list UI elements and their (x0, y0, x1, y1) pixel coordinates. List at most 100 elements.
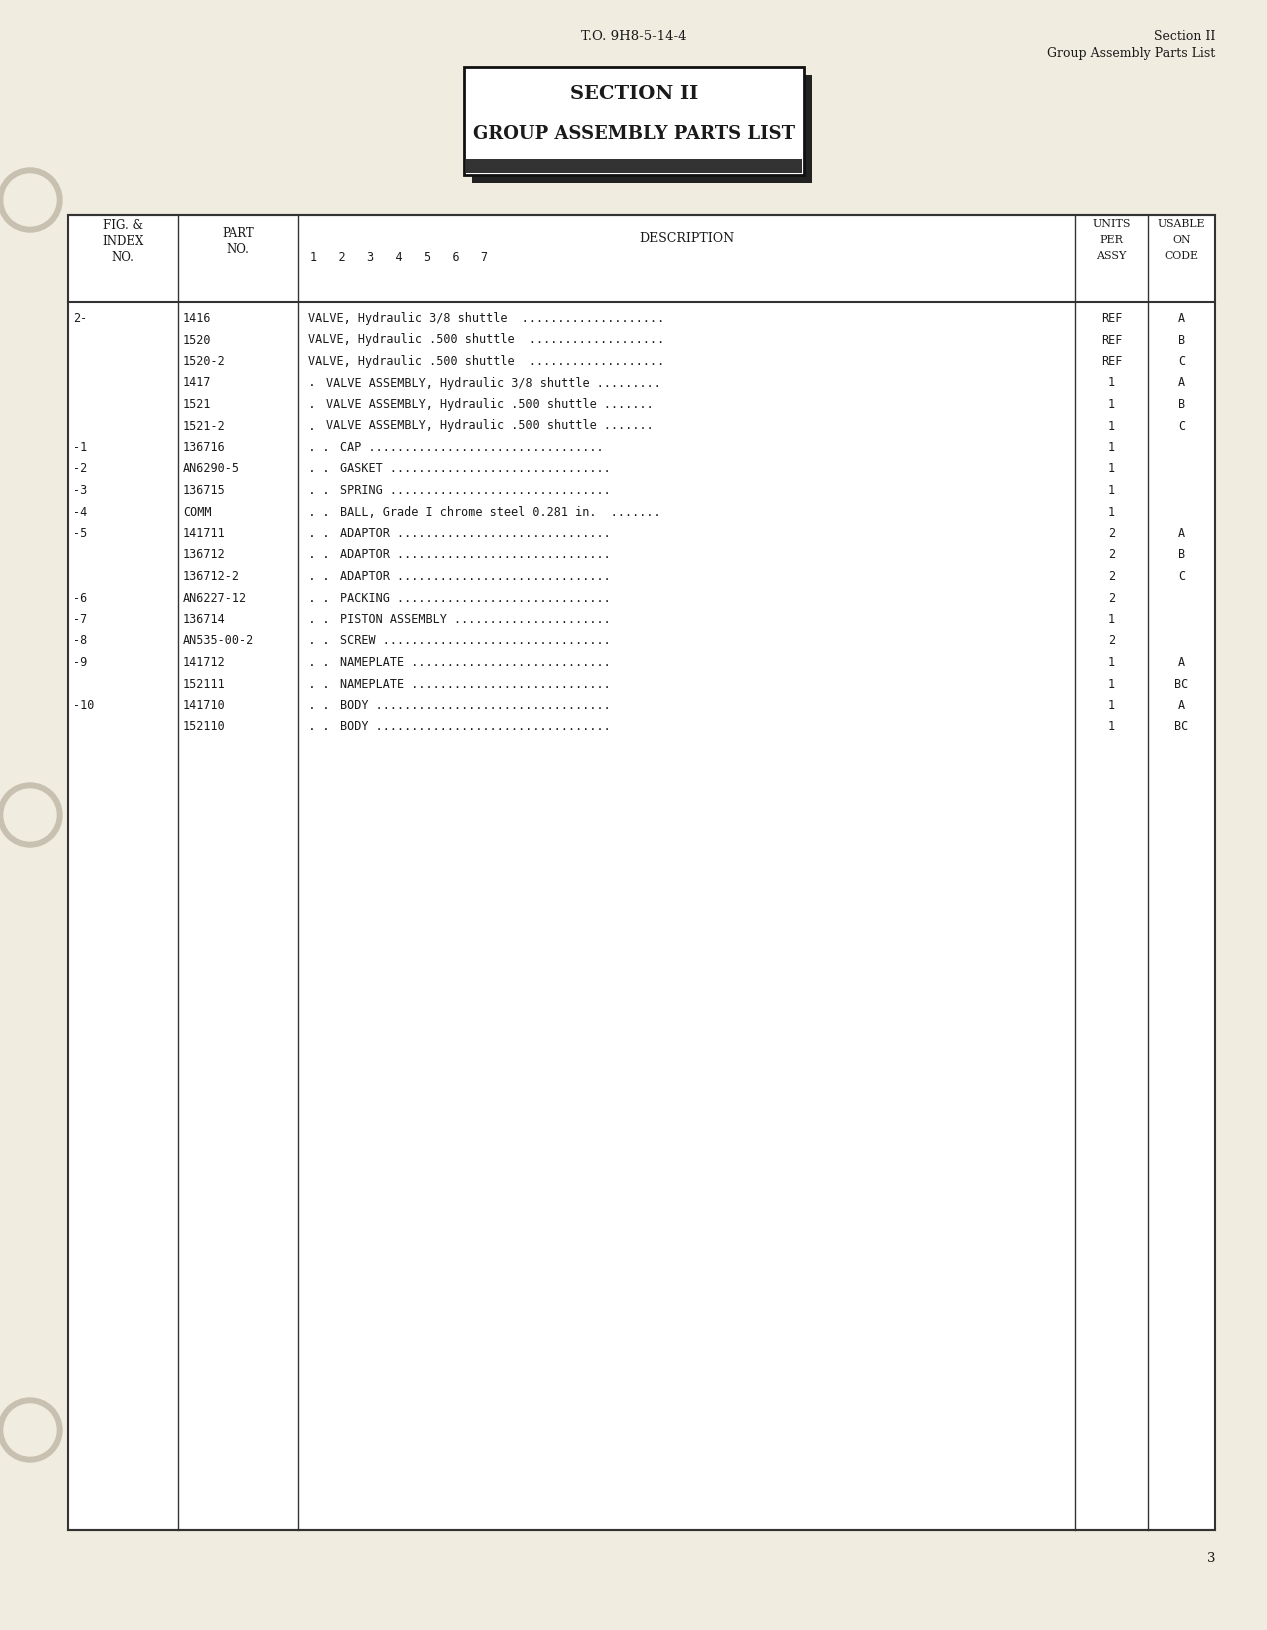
Text: -8: -8 (73, 634, 87, 647)
Text: .: . (322, 463, 329, 476)
Text: 1: 1 (1107, 655, 1115, 668)
Text: 136716: 136716 (182, 442, 226, 455)
Text: DESCRIPTION: DESCRIPTION (639, 231, 734, 244)
Text: NAMEPLATE ............................: NAMEPLATE ............................ (340, 678, 611, 691)
Text: BODY .................................: BODY ................................. (340, 699, 611, 712)
Circle shape (0, 1399, 62, 1462)
Circle shape (4, 789, 56, 841)
Text: 1: 1 (1107, 699, 1115, 712)
Text: PISTON ASSEMBLY ......................: PISTON ASSEMBLY ...................... (340, 613, 611, 626)
Text: PART: PART (222, 227, 253, 240)
Text: A: A (1178, 655, 1185, 668)
Bar (68, 215, 1215, 1531)
Text: .: . (308, 549, 315, 561)
Text: .: . (322, 678, 329, 691)
Text: .: . (322, 505, 329, 518)
Text: -10: -10 (73, 699, 94, 712)
Text: ADAPTOR ..............................: ADAPTOR .............................. (340, 549, 611, 561)
Text: 1: 1 (1107, 678, 1115, 691)
Text: 1: 1 (1107, 419, 1115, 432)
Text: .: . (322, 634, 329, 647)
Text: CAP .................................: CAP ................................. (340, 442, 603, 455)
Text: CODE: CODE (1164, 251, 1199, 261)
Text: .: . (308, 613, 315, 626)
Text: AN535-00-2: AN535-00-2 (182, 634, 255, 647)
Text: SECTION II: SECTION II (570, 85, 698, 103)
Text: .: . (322, 549, 329, 561)
Text: 1520: 1520 (182, 334, 212, 347)
Text: BODY .................................: BODY ................................. (340, 720, 611, 734)
Text: 2: 2 (1107, 634, 1115, 647)
Text: .: . (322, 720, 329, 734)
Text: VALVE, Hydraulic 3/8 shuttle  ....................: VALVE, Hydraulic 3/8 shuttle ...........… (308, 311, 664, 324)
Text: 1: 1 (1107, 463, 1115, 476)
Text: VALVE ASSEMBLY, Hydraulic .500 shuttle .......: VALVE ASSEMBLY, Hydraulic .500 shuttle .… (326, 419, 654, 432)
Text: .: . (308, 655, 315, 668)
Bar (473, 75, 812, 183)
Text: 1416: 1416 (182, 311, 212, 324)
Text: 141710: 141710 (182, 699, 226, 712)
Text: 2: 2 (1107, 570, 1115, 584)
Text: .: . (308, 678, 315, 691)
Text: B: B (1178, 398, 1185, 411)
Text: .: . (308, 570, 315, 584)
Circle shape (4, 1403, 56, 1456)
Text: 152110: 152110 (182, 720, 226, 734)
Text: -3: -3 (73, 484, 87, 497)
Text: .: . (322, 442, 329, 455)
Text: .: . (308, 720, 315, 734)
Text: Group Assembly Parts List: Group Assembly Parts List (1047, 47, 1215, 60)
Text: .: . (308, 463, 315, 476)
Text: 136712: 136712 (182, 549, 226, 561)
Text: NAMEPLATE ............................: NAMEPLATE ............................ (340, 655, 611, 668)
Text: .: . (308, 377, 315, 390)
Text: ADAPTOR ..............................: ADAPTOR .............................. (340, 526, 611, 540)
Text: AN6227-12: AN6227-12 (182, 592, 247, 605)
Text: -5: -5 (73, 526, 87, 540)
Text: .: . (308, 505, 315, 518)
Text: -9: -9 (73, 655, 87, 668)
Text: GASKET ...............................: GASKET ............................... (340, 463, 611, 476)
Text: VALVE, Hydraulic .500 shuttle  ...................: VALVE, Hydraulic .500 shuttle ..........… (308, 355, 664, 368)
Text: 1: 1 (1107, 613, 1115, 626)
Bar (466, 160, 802, 173)
Text: NO.: NO. (227, 243, 250, 256)
Text: BC: BC (1175, 720, 1188, 734)
Text: .: . (322, 655, 329, 668)
Text: .: . (308, 634, 315, 647)
Text: ASSY: ASSY (1096, 251, 1126, 261)
Text: .: . (308, 526, 315, 540)
Text: 1: 1 (1107, 398, 1115, 411)
Text: A: A (1178, 377, 1185, 390)
Text: BC: BC (1175, 678, 1188, 691)
Circle shape (4, 174, 56, 227)
Text: USABLE: USABLE (1158, 218, 1205, 228)
Circle shape (0, 782, 62, 848)
Text: .: . (322, 699, 329, 712)
Text: ON: ON (1172, 235, 1191, 244)
Text: REF: REF (1101, 334, 1123, 347)
Text: 1: 1 (1107, 505, 1115, 518)
Text: .: . (308, 419, 315, 432)
Text: PER: PER (1100, 235, 1124, 244)
Text: UNITS: UNITS (1092, 218, 1130, 228)
Text: 2: 2 (1107, 549, 1115, 561)
Text: REF: REF (1101, 355, 1123, 368)
Text: 1: 1 (1107, 442, 1115, 455)
Text: INDEX: INDEX (103, 235, 143, 248)
Text: B: B (1178, 334, 1185, 347)
Text: VALVE ASSEMBLY, Hydraulic .500 shuttle .......: VALVE ASSEMBLY, Hydraulic .500 shuttle .… (326, 398, 654, 411)
Text: 136715: 136715 (182, 484, 226, 497)
Text: 141711: 141711 (182, 526, 226, 540)
Text: BALL, Grade I chrome steel 0.281 in.  .......: BALL, Grade I chrome steel 0.281 in. ...… (340, 505, 660, 518)
Text: 2: 2 (1107, 526, 1115, 540)
Text: SCREW ................................: SCREW ................................ (340, 634, 611, 647)
Text: VALVE ASSEMBLY, Hydraulic 3/8 shuttle .........: VALVE ASSEMBLY, Hydraulic 3/8 shuttle ..… (326, 377, 661, 390)
Text: -7: -7 (73, 613, 87, 626)
Bar (464, 67, 805, 174)
Text: .: . (322, 526, 329, 540)
Text: SPRING ...............................: SPRING ............................... (340, 484, 611, 497)
Text: 1: 1 (1107, 720, 1115, 734)
Text: .: . (308, 699, 315, 712)
Text: 2-: 2- (73, 311, 87, 324)
